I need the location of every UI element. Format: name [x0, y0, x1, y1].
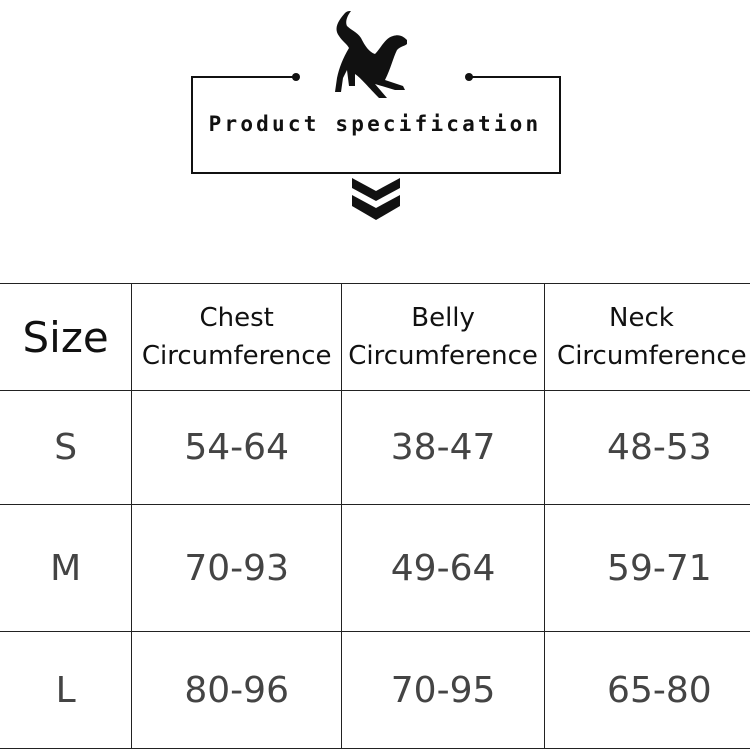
table-row: L 80-96 70-95 65-80 [0, 631, 750, 749]
header-belly-line2: Circumference [348, 341, 538, 371]
header-neck-line1: Neck [609, 303, 674, 333]
frame-top-left-line [191, 76, 297, 78]
neck-cell: 59-71 [544, 504, 750, 632]
header-belly-line1: Belly [411, 303, 475, 333]
size-cell: M [0, 504, 133, 632]
belly-cell: 38-47 [341, 390, 546, 505]
frame-top-right-line [469, 76, 559, 78]
dog-logo-icon [335, 11, 407, 98]
size-table: Size Chest Circumference Belly Circumferen… [0, 283, 750, 749]
page-title: Product specification [208, 112, 542, 136]
neck-cell: 48-53 [544, 390, 750, 505]
frame-dot-right [465, 73, 473, 81]
size-cell: S [0, 390, 133, 505]
header-belly: Belly Circumference [341, 283, 546, 391]
chest-cell: 80-96 [131, 631, 343, 749]
frame-dot-left [292, 73, 300, 81]
header-neck: Neck Circumference [544, 283, 750, 391]
header-size: Size [0, 283, 133, 391]
table-row: M 70-93 49-64 59-71 [0, 504, 750, 632]
double-chevron-down-icon [352, 178, 400, 220]
table-header-row: Size Chest Circumference Belly Circumferen… [0, 283, 750, 391]
chest-cell: 70-93 [131, 504, 343, 632]
size-cell: L [0, 631, 133, 749]
header-chest-line2: Circumference [141, 341, 332, 371]
header-chest: Chest Circumference [131, 283, 343, 391]
table-row: S 54-64 38-47 48-53 [0, 390, 750, 505]
header-neck-line2: Circumference [557, 341, 747, 371]
belly-cell: 70-95 [341, 631, 546, 749]
belly-cell: 49-64 [341, 504, 546, 632]
chest-cell: 54-64 [131, 390, 343, 505]
title-frame [191, 76, 561, 174]
neck-cell: 65-80 [544, 631, 750, 749]
header-chest-line1: Chest [199, 303, 274, 333]
